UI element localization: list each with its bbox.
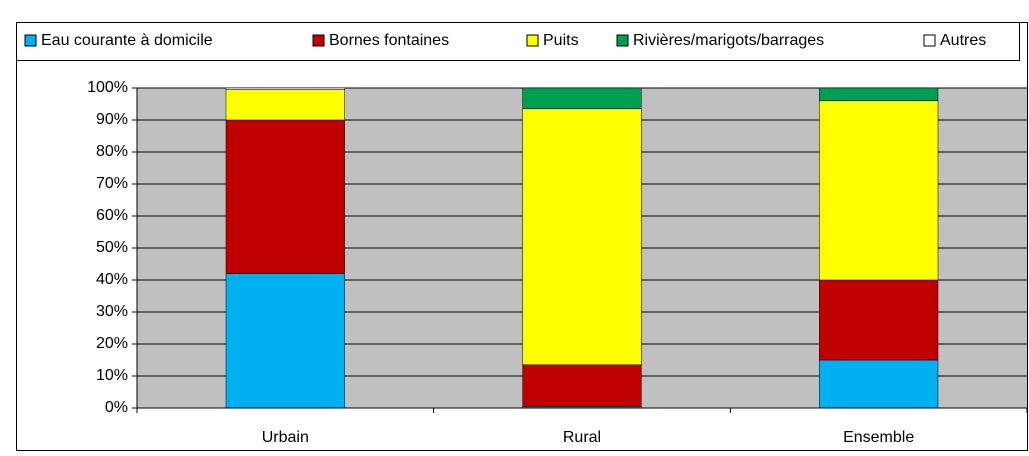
y-tick-label: 50% <box>96 239 128 256</box>
y-tick-label: 10% <box>96 367 128 384</box>
legend-swatch <box>24 34 37 47</box>
x-tick-label: Urbain <box>262 429 309 446</box>
legend-label: Puits <box>543 32 579 49</box>
bar-segment <box>522 87 642 110</box>
y-tick-label: 0% <box>105 399 128 416</box>
x-tick-label: Rural <box>563 429 601 446</box>
bar-segment <box>819 87 939 102</box>
legend-label: Bornes fontaines <box>329 32 449 49</box>
bar-segment <box>225 119 345 274</box>
y-tick-label: 100% <box>87 79 128 96</box>
bar-segment <box>819 359 939 409</box>
legend-swatch <box>312 34 325 47</box>
legend-swatch <box>526 34 539 47</box>
legend-swatch <box>616 34 629 47</box>
y-tick-label: 70% <box>96 175 128 192</box>
bar-segment <box>225 87 345 90</box>
bar-segment <box>225 89 345 121</box>
bar-segment <box>819 100 939 281</box>
legend-label: Autres <box>940 32 986 49</box>
legend-box <box>16 22 1020 61</box>
y-tick-label: 80% <box>96 143 128 160</box>
legend-label: Eau courante à domicile <box>41 32 213 49</box>
bar-segment <box>522 108 642 366</box>
bar-segment <box>522 364 642 407</box>
y-tick-label: 20% <box>96 335 128 352</box>
y-tick-label: 30% <box>96 303 128 320</box>
legend-label: Rivières/marigots/barrages <box>633 32 824 49</box>
x-tick-label: Ensemble <box>843 429 914 446</box>
y-tick-label: 60% <box>96 207 128 224</box>
y-tick-label: 40% <box>96 271 128 288</box>
bar-segment <box>225 273 345 409</box>
bar-segment <box>819 279 939 361</box>
legend-swatch <box>923 34 936 47</box>
y-tick-label: 90% <box>96 111 128 128</box>
